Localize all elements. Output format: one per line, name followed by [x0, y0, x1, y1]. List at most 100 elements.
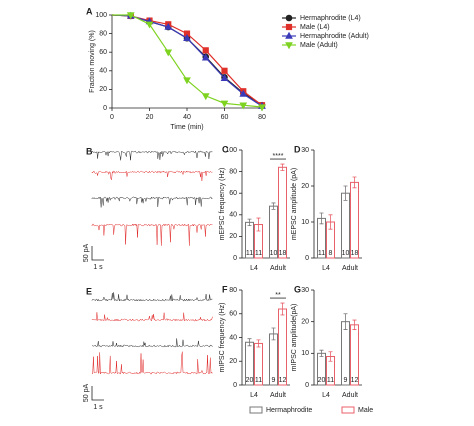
n-label: 11	[255, 377, 262, 384]
y-tick-label: 80	[99, 30, 107, 37]
scale-y-label: 50 pA	[83, 244, 90, 263]
y-tick-label: 0	[233, 382, 237, 389]
legend-marker	[285, 31, 293, 39]
legend-marker	[285, 42, 293, 50]
x-tick-label: 40	[183, 114, 191, 121]
series-line	[111, 14, 263, 106]
point	[201, 93, 210, 101]
error-bar	[256, 339, 261, 348]
n-label: 10	[270, 250, 278, 257]
trace	[91, 196, 213, 208]
y-tick-label: 10	[301, 219, 309, 226]
series-line	[111, 14, 263, 106]
n-label: 9	[272, 377, 276, 384]
panel-label: A	[86, 6, 93, 16]
x-tick-label: Adult	[270, 392, 286, 399]
trace	[91, 223, 213, 246]
y-tick-label: 40	[99, 68, 107, 75]
trace	[91, 338, 213, 348]
legend-swatch	[249, 406, 263, 414]
n-label: 11	[327, 377, 334, 384]
axes	[313, 150, 362, 259]
n-label: 10	[342, 250, 350, 257]
error-bar	[352, 319, 357, 330]
trace	[91, 150, 213, 161]
y-tick-label: 40	[229, 334, 237, 341]
error-bar	[247, 338, 252, 347]
trace	[91, 292, 213, 302]
x-tick-label: L4	[250, 392, 258, 399]
y-tick-label: 20	[229, 233, 237, 240]
error-bar	[280, 302, 285, 316]
legend-label: Male (Adult)	[300, 42, 338, 49]
n-label: 20	[318, 377, 326, 384]
point	[239, 89, 248, 97]
n-label: 11	[246, 250, 253, 257]
point	[164, 49, 173, 57]
trace	[91, 170, 213, 181]
x-tick-label: 80	[258, 114, 266, 121]
point	[220, 74, 229, 81]
y-axis-label: mIPSC amplitude(pA)	[291, 304, 298, 372]
bar	[341, 192, 350, 259]
bar	[341, 321, 350, 386]
bar	[350, 181, 359, 259]
legend-label: Male (L4)	[300, 24, 330, 31]
y-tick-label: 20	[229, 358, 237, 365]
y-tick-label: 60	[229, 190, 237, 197]
y-tick-label: 0	[233, 255, 237, 262]
y-tick-label: 0	[305, 382, 309, 389]
y-tick-label: 60	[229, 311, 237, 318]
scale-bar	[91, 246, 104, 261]
n-label: 18	[351, 250, 359, 257]
point	[126, 12, 135, 20]
legend-swatch	[341, 406, 355, 414]
point	[220, 100, 229, 108]
legend-marker	[285, 23, 293, 31]
error-bar	[247, 218, 252, 226]
point	[202, 47, 209, 54]
error-bar	[352, 176, 357, 189]
point	[183, 34, 191, 41]
point	[239, 102, 248, 110]
legend-marker	[285, 14, 293, 22]
point	[221, 67, 228, 74]
error-bar	[343, 313, 348, 330]
significance-label: ****	[273, 153, 284, 160]
n-label: 9	[344, 377, 348, 384]
panel-label: G	[294, 284, 301, 294]
bar	[278, 166, 287, 259]
y-tick-label: 20	[99, 86, 107, 93]
x-tick-label: L4	[250, 265, 258, 272]
panel-label: F	[222, 284, 228, 294]
point	[258, 104, 266, 112]
y-tick-label: 0	[103, 105, 107, 112]
x-tick-label: 0	[110, 114, 114, 121]
x-tick-label: Adult	[342, 392, 358, 399]
point	[183, 77, 191, 85]
error-bar	[319, 212, 324, 225]
significance-label: **	[275, 292, 281, 299]
x-axis-label: Time (min)	[170, 124, 203, 131]
x-tick-label: L4	[322, 392, 330, 399]
scale-y-label: 50 pA	[83, 384, 90, 403]
x-tick-label: 20	[146, 114, 154, 121]
y-tick-label: 80	[229, 168, 237, 175]
n-label: 8	[329, 250, 333, 257]
bar	[278, 308, 287, 386]
y-axis-label: mEPSC amplitude (pA)	[291, 168, 298, 240]
x-tick-label: L4	[322, 265, 330, 272]
legend-label: Hermaphrodite (L4)	[300, 15, 361, 22]
axes	[313, 290, 362, 386]
n-label: 12	[351, 377, 359, 384]
error-bar	[271, 327, 276, 341]
panel-label: E	[86, 286, 92, 296]
n-label: 11	[318, 250, 325, 257]
y-tick-label: 40	[229, 212, 237, 219]
n-label: 20	[246, 377, 254, 384]
scale-x-label: 1 s	[93, 404, 103, 411]
y-tick-label: 30	[301, 287, 309, 294]
y-tick-label: 100	[95, 12, 107, 19]
y-tick-label: 20	[301, 319, 309, 326]
